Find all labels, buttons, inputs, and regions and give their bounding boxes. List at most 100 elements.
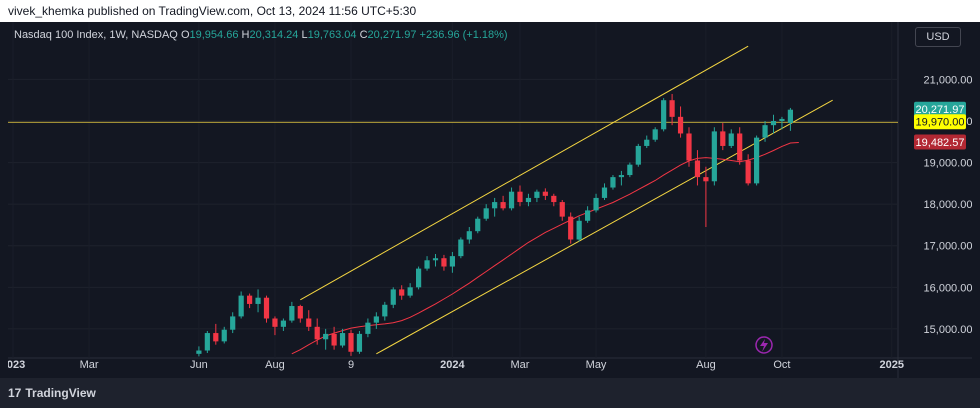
candle-up <box>534 189 540 203</box>
candle-up <box>492 197 498 217</box>
earnings-icon[interactable] <box>755 336 773 354</box>
candle-body <box>289 306 295 321</box>
candle-body <box>559 202 565 217</box>
candle-body <box>339 333 346 346</box>
candle-body <box>618 175 624 178</box>
channel-upper-line <box>300 45 749 301</box>
candle-up <box>661 98 667 132</box>
candle-up <box>407 283 413 298</box>
candle-body <box>280 320 286 327</box>
candle-up <box>356 330 363 354</box>
tradingview-logo[interactable]: 17 TradingView <box>8 386 96 400</box>
candle-body <box>255 297 261 304</box>
candle-body <box>458 239 464 257</box>
candle-up <box>644 135 650 149</box>
candle-body <box>551 195 557 203</box>
candle-body <box>441 258 447 267</box>
candle-up <box>610 175 616 190</box>
candle-body <box>424 260 430 269</box>
tradingview-logo-icon: 17 <box>8 386 22 400</box>
legend-low-value: 19,763.04 <box>307 29 357 41</box>
candle-body <box>323 333 329 340</box>
price-label: 19,970.00 <box>914 114 966 130</box>
candle-body <box>247 295 253 304</box>
candle-body <box>314 326 320 340</box>
price-label-box <box>914 114 966 130</box>
candle-body <box>728 133 734 146</box>
candle-down <box>399 285 405 300</box>
candle-body <box>382 304 388 317</box>
candles <box>196 93 793 357</box>
y-tick-label: 19,000.00 <box>924 158 972 170</box>
currency-button[interactable]: USD <box>915 27 961 47</box>
candle-body <box>475 218 481 232</box>
candle-body <box>635 145 641 165</box>
candle-up <box>382 301 388 321</box>
candle-up <box>416 266 422 290</box>
publisher-bar: vivek_khemka published on TradingView.co… <box>0 0 980 22</box>
price-chart[interactable]: 21,000.0020,000.0019,000.0018,000.0017,0… <box>8 22 972 378</box>
candle-body <box>390 289 396 305</box>
candle-up <box>424 256 430 271</box>
x-tick-label: Aug <box>696 359 716 371</box>
candle-body <box>745 160 751 184</box>
grid-lines <box>8 22 972 378</box>
candle-up <box>373 312 379 329</box>
legend-symbol: Nasdaq 100 Index, 1W, NASDAQ <box>14 29 178 41</box>
candle-up <box>238 291 244 319</box>
x-axis: 2023 Mar Jun Aug 9 2024 Mar May Aug Oct 2025 <box>8 359 904 371</box>
candle-body <box>230 316 236 330</box>
candle-up <box>432 254 439 267</box>
candle-body <box>627 164 633 176</box>
candle-body <box>449 256 455 267</box>
x-tick-label: Aug <box>265 359 285 371</box>
candle-up <box>754 135 760 186</box>
channel-lower-line <box>376 99 833 355</box>
candle-down <box>314 318 320 345</box>
price-label: 20,271.97 <box>914 101 966 117</box>
candle-down <box>500 195 506 211</box>
legend-close-label: C <box>359 29 368 41</box>
candle-up <box>652 127 658 142</box>
candle-down <box>568 212 574 244</box>
candle-up <box>635 143 641 167</box>
candle-body <box>221 329 227 342</box>
legend-low-label: L <box>301 29 308 41</box>
y-tick-label: 16,000.00 <box>924 282 972 294</box>
candle-up <box>711 127 717 186</box>
legend-close-value: 20,271.97 <box>367 29 417 41</box>
candle-up <box>770 114 777 134</box>
candle-body <box>534 191 540 198</box>
candle-body <box>407 287 413 296</box>
candle-body <box>542 191 548 196</box>
candle-up <box>449 251 455 273</box>
candle-up <box>458 237 464 259</box>
candle-up <box>390 287 396 309</box>
candle-up <box>221 326 227 344</box>
overlays <box>8 45 898 355</box>
candle-up <box>779 116 785 130</box>
candle-body <box>306 318 312 327</box>
candle-body <box>686 133 692 161</box>
candle-down <box>669 93 675 126</box>
candle-body <box>737 133 743 161</box>
candle-body <box>661 100 667 130</box>
candle-body <box>492 202 498 209</box>
legend-change: +236.96 (+1.18%) <box>419 29 508 41</box>
candle-body <box>517 191 523 203</box>
publisher-line: vivek_khemka published on TradingView.co… <box>8 4 417 18</box>
y-tick-label: 17,000.00 <box>924 241 972 253</box>
candle-down <box>272 316 278 336</box>
legend-open-label: O <box>180 29 190 41</box>
candle-down <box>737 127 743 165</box>
candle-up <box>475 216 481 234</box>
x-tick-label: Oct <box>773 359 790 371</box>
candle-body <box>610 177 616 188</box>
candle-body <box>331 333 337 346</box>
price-label-text: 19,482.57 <box>916 137 965 149</box>
x-tick-label: Jun <box>190 359 208 371</box>
candle-up <box>289 301 295 323</box>
candle-down <box>306 310 312 331</box>
candle-up <box>585 206 591 223</box>
